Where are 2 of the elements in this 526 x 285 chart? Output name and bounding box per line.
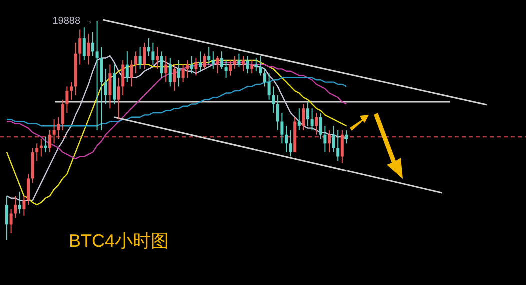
annotation: 19888 → [52, 16, 94, 27]
title: BTC4小时图 [69, 231, 170, 251]
